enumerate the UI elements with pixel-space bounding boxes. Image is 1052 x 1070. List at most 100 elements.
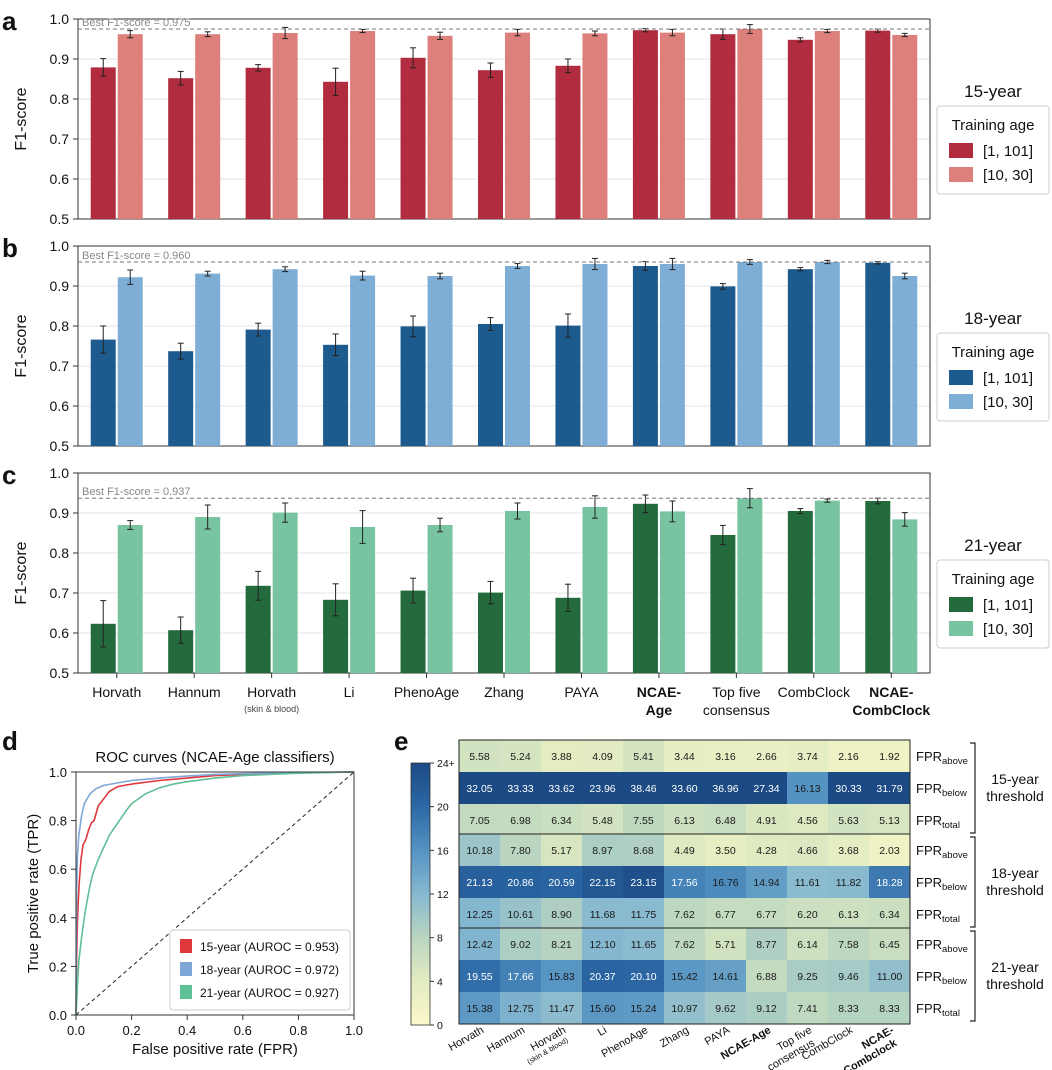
- y-axis-label: F1-score: [13, 314, 30, 377]
- bar: [478, 324, 503, 446]
- roc-curve: [75, 771, 355, 1016]
- heatmap-cell: [459, 834, 501, 867]
- group-bracket: [970, 836, 976, 928]
- panel-letter: b: [2, 233, 18, 263]
- group-label: threshold: [986, 882, 1044, 898]
- row-label-sub: below: [942, 976, 967, 987]
- bar: [90, 339, 116, 446]
- panel-letter: d: [2, 726, 18, 756]
- threshold-title: 21-year: [964, 536, 1022, 555]
- heatmap-cell: [623, 898, 665, 931]
- bar: [814, 31, 840, 219]
- legend-swatch: [180, 985, 192, 999]
- bar: [195, 517, 221, 673]
- heatmap-value: 6.48: [715, 815, 736, 827]
- bar: [400, 326, 426, 446]
- heatmap-value: 4.91: [756, 815, 777, 827]
- heatmap-cell: [541, 740, 583, 773]
- heatmap-value: 8.90: [551, 909, 572, 921]
- group-bracket: [970, 742, 976, 834]
- y-tick-label: 0.5: [50, 665, 70, 681]
- heatmap-cell: [705, 772, 747, 805]
- roc-legend-box: [169, 929, 351, 1011]
- bar: [737, 498, 763, 673]
- heatmap-cell: [705, 898, 747, 931]
- heatmap-value: 6.34: [879, 909, 900, 921]
- heatmap-cell: [541, 804, 583, 837]
- heatmap-cell: [500, 740, 542, 773]
- bar: [632, 503, 658, 673]
- heatmap-cell: [787, 834, 829, 867]
- legend-swatch: [949, 597, 973, 612]
- heatmap-cell: [705, 866, 747, 899]
- heatmap-cell: [664, 834, 706, 867]
- panel-letter: e: [394, 726, 408, 756]
- heatmap-cell: [746, 834, 788, 867]
- roc-panel: ROC curves (NCAE-Age classifiers) 0.00.0 0…: [2, 726, 363, 1058]
- heatmap-cell: [664, 960, 706, 993]
- plot-frame: [77, 245, 931, 447]
- heatmap-value: 19.55: [466, 971, 492, 983]
- heatmap-value: 9.12: [756, 1003, 777, 1015]
- bar: [245, 329, 271, 446]
- x-tick-label: Top five: [712, 684, 760, 700]
- x-tick-label: NCAE-: [869, 684, 914, 700]
- heatmap-cell: [746, 898, 788, 931]
- y-tick-label: 0.9: [50, 51, 70, 67]
- heatmap-value: 20.37: [589, 971, 615, 983]
- heatmap-cell: [705, 804, 747, 837]
- heatmap-cell: [787, 928, 829, 961]
- heatmap-cell: [459, 740, 501, 773]
- heatmap-cell: [459, 804, 501, 837]
- heatmap-value: 6.45: [879, 939, 900, 951]
- bar: [659, 32, 685, 219]
- column-label: Zhang: [658, 1024, 691, 1050]
- heatmap-value: 38.46: [630, 783, 656, 795]
- row-label: FPRabove: [916, 843, 968, 861]
- heatmap-cell: [582, 772, 624, 805]
- y-tick-label: 0.6: [50, 625, 70, 641]
- heatmap-value: 7.41: [797, 1003, 818, 1015]
- heatmap-cell: [500, 804, 542, 837]
- heatmap-cell: [828, 834, 870, 867]
- heatmap-value: 7.05: [469, 815, 490, 827]
- bar: [195, 273, 221, 446]
- heatmap-cell: [541, 928, 583, 961]
- heatmap-value: 3.44: [674, 751, 695, 763]
- heatmap-cell: [623, 740, 665, 773]
- x-tick-label: 0.6: [234, 1023, 252, 1038]
- column-label: Horvath: [447, 1024, 486, 1054]
- heatmap-value: 7.62: [674, 939, 695, 951]
- heatmap-value: 4.49: [674, 845, 695, 857]
- bar-panel-a: 0.5 0.6 0.7 0.8 0.9 1.0 F1-score Best F1-score …: [2, 6, 1050, 227]
- heatmap-cell: [664, 740, 706, 773]
- heatmap-value: 6.98: [510, 815, 531, 827]
- row-label-sub: below: [942, 788, 967, 799]
- bar: [195, 34, 221, 220]
- y-tick-label: 0.8: [50, 545, 70, 561]
- heatmap-cell: [787, 772, 829, 805]
- colorbar-tick-label: 4: [437, 976, 443, 988]
- colorbar-tick-label: 16: [437, 845, 449, 857]
- heatmap-value: 6.88: [756, 971, 777, 983]
- legend-label: [1, 101]: [983, 370, 1033, 387]
- bar: [245, 67, 271, 219]
- heatmap-cell: [746, 866, 788, 899]
- y-tick-label: 1.0: [50, 11, 70, 27]
- heatmap-cell: [623, 866, 665, 899]
- bar: [710, 34, 736, 220]
- legend-title: Training age: [952, 344, 1035, 361]
- x-tick-label: 0.4: [178, 1023, 196, 1038]
- bar: [865, 262, 891, 446]
- bar: [787, 269, 813, 446]
- heatmap-value: 6.20: [797, 909, 818, 921]
- legend-swatch: [949, 394, 973, 409]
- heatmap-value: 3.74: [797, 751, 818, 763]
- heatmap-value: 11.00: [877, 971, 903, 983]
- heatmap-cell: [664, 992, 706, 1025]
- heatmap-value: 21.13: [466, 877, 492, 889]
- roc-x-axis-label: False positive rate (FPR): [132, 1041, 298, 1058]
- heatmap-cell: [869, 804, 911, 837]
- heatmap-cell: [828, 804, 870, 837]
